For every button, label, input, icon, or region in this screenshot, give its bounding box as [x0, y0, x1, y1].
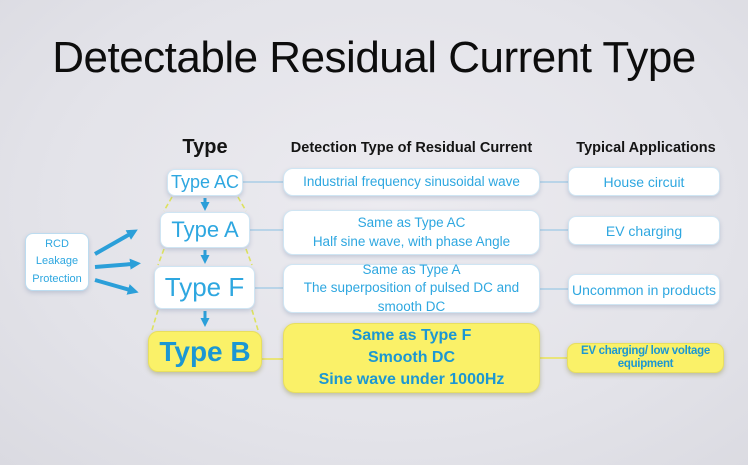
detection-line: Industrial frequency sinusoidal wave [303, 173, 520, 189]
application-box-ac: House circuit [568, 167, 720, 196]
page-title: Detectable Residual Current Type [52, 33, 696, 82]
detection-line: Same as Type F [351, 326, 472, 344]
rcd-line: Leakage [35, 255, 79, 268]
type-box-a: Type A [160, 212, 250, 248]
funnel-dashed-lines [151, 196, 259, 331]
rcd-fan-arrows [94, 229, 141, 295]
detection-line: Smooth DC [367, 348, 456, 366]
detection-box-ac: Industrial frequency sinusoidal wave [283, 168, 540, 196]
rcd-line: RCD [45, 238, 69, 251]
rcd-leakage-protection-box: RCD Leakage Protection [25, 233, 89, 291]
column-header-detection: Detection Type of Residual Current [290, 140, 533, 156]
detection-line: The superposition of pulsed DC and smoot… [303, 280, 520, 314]
detection-line: Same as Type AC [357, 215, 466, 231]
connector-lines-yellow [262, 357, 567, 360]
detection-line: Sine wave under 1000Hz [318, 371, 505, 389]
application-box-b: EV charging/ low voltage equipment [567, 343, 724, 373]
column-header-applications: Typical Applications [576, 140, 716, 156]
detection-box-f: Same as Type A The superposition of puls… [283, 262, 540, 314]
rcd-line: Protection [32, 272, 82, 285]
detection-line: Half sine wave, with phase Angle [312, 233, 511, 249]
type-box-f: Type F [154, 266, 255, 309]
column-header-type: Type [182, 136, 228, 158]
connector-lines-blue [243, 181, 568, 290]
application-box-a: EV charging [568, 216, 720, 245]
type-box-ac: Type AC [167, 169, 243, 196]
detection-box-b: Same as Type F Smooth DC Sine wave under… [283, 323, 540, 393]
type-box-b: Type B [148, 331, 262, 372]
detection-box-a: Same as Type AC Half sine wave, with pha… [283, 210, 540, 255]
application-box-f: Uncommon in products [568, 274, 720, 305]
detection-line: Same as Type A [362, 262, 461, 278]
